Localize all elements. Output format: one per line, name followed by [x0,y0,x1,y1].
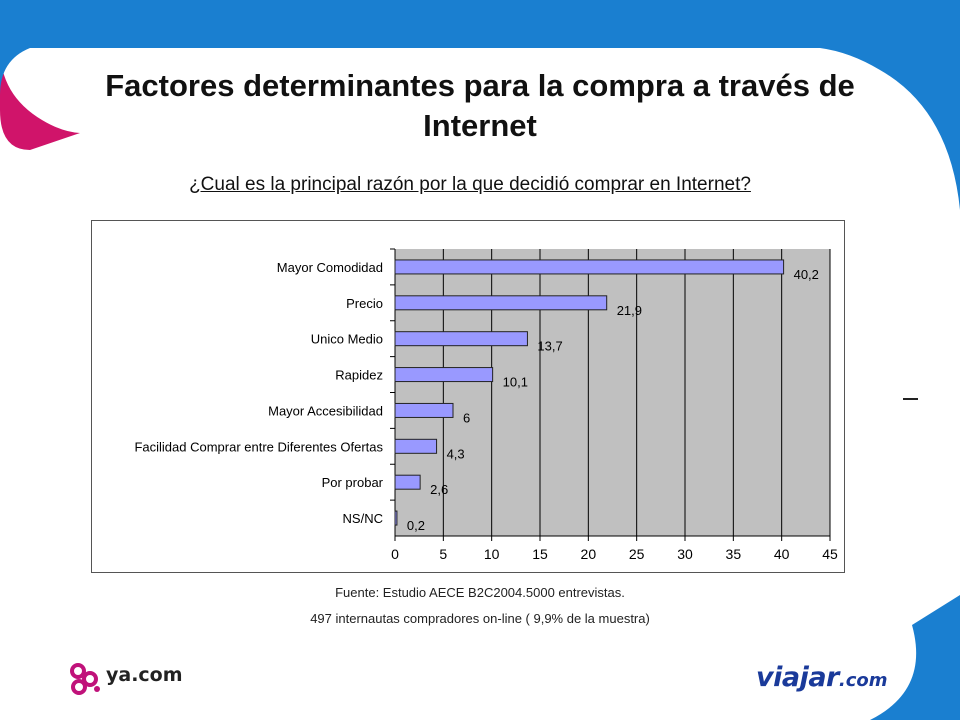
bottom-right-blue-shape [870,595,960,720]
x-tick-label: 30 [677,546,693,562]
right-blue-swoosh [820,48,960,210]
plot-area [395,249,830,536]
value-label: 13,7 [537,339,562,354]
viajar-logo: viajar.com [756,662,888,693]
value-label: 0,2 [407,518,425,533]
x-tick-label: 5 [439,546,447,562]
category-label: Rapidez [335,368,383,383]
page-title: Factores determinantes para la compra a … [0,66,960,146]
bar [394,367,494,383]
x-tick-label: 20 [581,546,597,562]
x-tick-label: 25 [629,546,645,562]
x-tick-label: 10 [484,546,500,562]
bar [394,402,454,418]
bar [394,510,398,526]
category-label: Mayor Comodidad [277,260,383,275]
x-tick-label: 15 [532,546,548,562]
bar [394,259,785,275]
sample-note: 497 internautas compradores on-line ( 9,… [310,611,650,626]
category-label: NS/NC [343,511,383,526]
left-blue-corner [0,48,30,95]
category-label: Por probar [322,475,384,490]
value-label: 2,6 [430,482,448,497]
survey-question: ¿Cual es la principal razón por la que d… [189,174,751,195]
x-tick-label: 0 [391,546,399,562]
top-blue-band [0,0,960,48]
viajar-logo-text: viajar [756,662,839,693]
chart-frame: 0 5 10 15 20 25 30 35 40 45 Mayor Comodidad 40,2 Pre… [91,220,845,573]
left-magenta-swoosh [0,48,80,150]
value-label: 10,1 [503,375,528,390]
category-label: Mayor Accesibilidad [268,403,383,418]
category-label: Unico Medio [311,332,383,347]
source-note: Fuente: Estudio AECE B2C2004.5000 entrev… [335,585,625,600]
value-label: 4,3 [447,446,465,461]
dash-mark [903,398,918,400]
bar [394,474,421,490]
x-tick-label: 45 [822,546,838,562]
x-tick-label: 40 [774,546,790,562]
value-label: 40,2 [794,267,819,282]
viajar-logo-suffix: .com [838,670,888,691]
value-label: 6 [463,410,470,425]
category-label: Facilidad Comprar entre Diferentes Ofert… [134,439,383,454]
category-label: Precio [346,296,383,311]
bar-chart: 0 5 10 15 20 25 30 35 40 45 Mayor Comodidad 40,2 Pre… [134,248,838,562]
title-line-1: Factores determinantes para la compra a … [105,68,855,103]
ya-com-logo-icon [70,663,100,695]
bar [394,331,528,347]
ya-com-logo-text: ya.com [106,664,183,686]
bar [394,295,608,311]
value-label: 21,9 [617,303,642,318]
bar [394,438,438,454]
title-line-2: Internet [423,108,537,143]
x-tick-label: 35 [726,546,742,562]
